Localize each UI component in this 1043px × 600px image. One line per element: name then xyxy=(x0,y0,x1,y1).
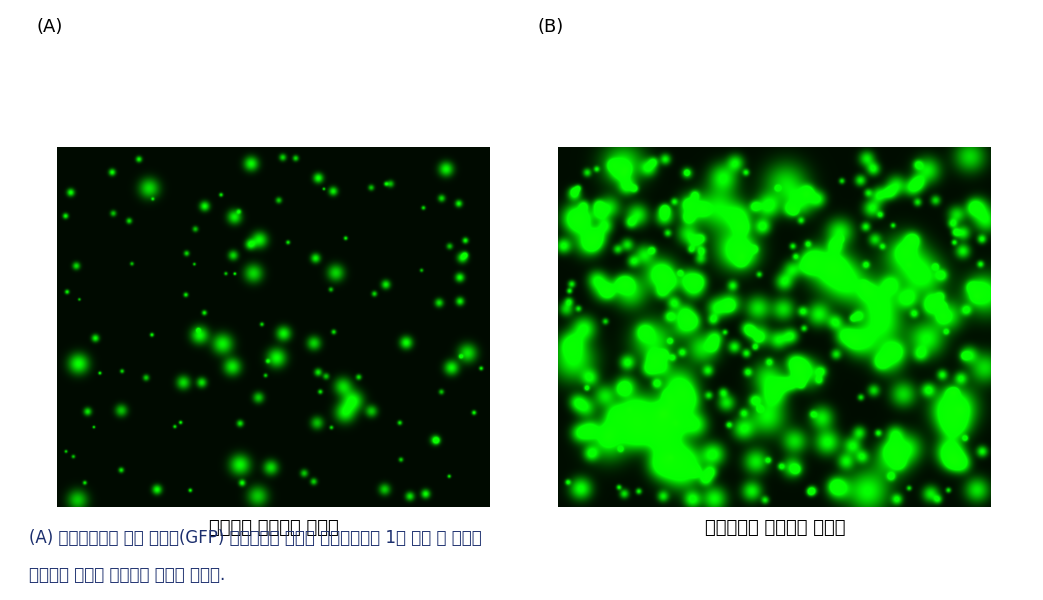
Text: (A) 리포좀법으로 형광 단백질(GFP) 발현벡터를 세포에 형질감염하여 1일 배양 후 형광현: (A) 리포좀법으로 형광 단백질(GFP) 발현벡터를 세포에 형질감염하여 … xyxy=(29,529,482,547)
Text: 전기천공법 형질감염 세포주: 전기천공법 형질감염 세포주 xyxy=(705,519,845,537)
Text: 리포좀법 형질감염 세포주: 리포좀법 형질감염 세포주 xyxy=(210,519,339,537)
Text: (A): (A) xyxy=(37,18,63,36)
Text: (B): (B) xyxy=(537,18,563,36)
Text: 미경으로 형광을 나타내는 세포를 분석함.: 미경으로 형광을 나타내는 세포를 분석함. xyxy=(29,566,225,584)
